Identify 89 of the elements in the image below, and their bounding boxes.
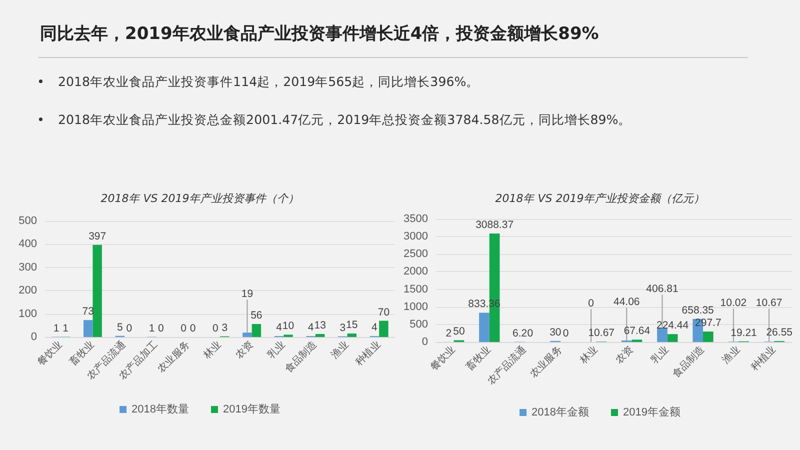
- data-label: 2: [446, 327, 452, 340]
- y-tick-label: 2500: [404, 248, 428, 260]
- legend-label: 2019年金额: [623, 406, 680, 418]
- x-tick-label: 食品制造: [670, 343, 707, 380]
- data-label: 397: [88, 230, 106, 242]
- y-tick-label: 0: [422, 336, 428, 348]
- x-tick-label: 畜牧业: [464, 343, 494, 374]
- bar: [703, 332, 714, 342]
- y-tick-label: 3500: [404, 213, 428, 225]
- data-label: 19: [241, 288, 254, 300]
- data-label: 15: [346, 319, 358, 332]
- data-label: 0: [212, 322, 218, 334]
- data-label: 10: [282, 320, 294, 332]
- chart-title: 2018年 VS 2019年产业投资金额（亿元）: [495, 191, 705, 206]
- y-tick-label: 500: [18, 215, 37, 227]
- y-tick-label: 500: [410, 318, 428, 330]
- x-tick-label: 种植业: [353, 338, 383, 368]
- x-tick-label: 种植业: [748, 343, 778, 374]
- y-tick-label: 0: [30, 331, 37, 343]
- bar: [347, 334, 356, 337]
- data-label: 5: [117, 321, 124, 334]
- text: 同比去年，2019年农业食品产业投资事件增长近4倍，投资金额增长89%: [40, 23, 599, 45]
- y-tick-label: 1000: [404, 300, 428, 313]
- y-tick-label: 300: [18, 261, 37, 274]
- x-tick-label: 林业: [200, 338, 224, 362]
- data-label: 6.2: [512, 327, 528, 340]
- x-tick-label: 乳业: [648, 343, 672, 366]
- data-label: 13: [314, 319, 326, 332]
- data-label: 224.44: [656, 320, 689, 332]
- data-label: 4: [372, 322, 378, 334]
- data-label: 0: [126, 322, 132, 334]
- data-label: 0: [158, 322, 164, 334]
- bar: [242, 332, 252, 337]
- data-label: 1: [53, 322, 60, 334]
- bar: [479, 312, 490, 342]
- data-label: 3: [222, 322, 228, 334]
- y-tick-label: 1500: [404, 283, 428, 296]
- text: • 2018年农业食品产业投资事件114起，2019年565起，同比增长396%。: [37, 74, 480, 90]
- bar: [657, 328, 668, 342]
- data-label: 406.81: [646, 283, 678, 296]
- x-tick-label: 乳业: [264, 338, 288, 362]
- data-label: 0: [562, 328, 569, 340]
- x-tick-label: 渔业: [720, 343, 742, 366]
- data-label: 10.02: [720, 297, 747, 310]
- data-label: 10.67: [588, 327, 615, 340]
- x-tick-label: 农业服务: [155, 338, 192, 376]
- data-label: 56: [250, 310, 262, 322]
- text: • 2018年农业食品产业投资总金额2001.47亿元，2019年总投资金额3784.58亿元，同比增长89%。: [37, 112, 632, 128]
- data-label: 0: [588, 298, 594, 310]
- data-label: 3088.37: [476, 218, 514, 231]
- data-label: 70: [378, 306, 390, 318]
- y-tick-label: 3000: [404, 230, 428, 243]
- y-tick-label: 200: [18, 284, 37, 297]
- data-label: 0: [527, 328, 534, 340]
- data-label: 19.21: [730, 326, 758, 339]
- data-label: 4: [308, 322, 314, 334]
- legend-label: 2019年数量: [223, 404, 280, 416]
- y-tick-label: 100: [18, 308, 37, 320]
- x-tick-label: 餐饮业: [35, 338, 65, 368]
- data-label: 1: [62, 322, 69, 334]
- y-tick-label: 2000: [404, 266, 428, 278]
- legend-label: 2018年金额: [532, 406, 590, 418]
- bar: [315, 334, 325, 337]
- x-tick-label: 林业: [576, 343, 600, 367]
- data-label: 658.35: [682, 304, 714, 316]
- x-tick-label: 渔业: [328, 338, 352, 362]
- bar: [379, 320, 388, 337]
- data-label: 67.64: [624, 325, 650, 338]
- x-tick-label: 农资: [233, 338, 256, 362]
- x-tick-label: 农资: [613, 343, 636, 366]
- data-label: 44.06: [613, 296, 640, 308]
- legend-label: 2018年数量: [132, 404, 190, 416]
- data-label: 0: [180, 322, 187, 334]
- bar: [252, 324, 262, 337]
- chart-title: 2018年 VS 2019年产业投资事件（个）: [100, 191, 300, 206]
- data-label: 3: [340, 322, 346, 334]
- data-label: 4: [276, 322, 282, 334]
- data-label: 26.55: [766, 326, 793, 339]
- y-tick-label: 400: [18, 238, 37, 250]
- x-tick-label: 农业服务: [528, 343, 564, 380]
- bar: [667, 334, 678, 342]
- data-label: 50: [453, 326, 465, 338]
- data-label: 1: [148, 322, 155, 334]
- x-tick-label: 餐饮业: [428, 343, 458, 374]
- data-label: 10.67: [756, 297, 782, 310]
- bar: [92, 244, 102, 337]
- bar: [84, 320, 93, 337]
- data-label: 30: [550, 326, 562, 338]
- data-label: 0: [190, 322, 196, 334]
